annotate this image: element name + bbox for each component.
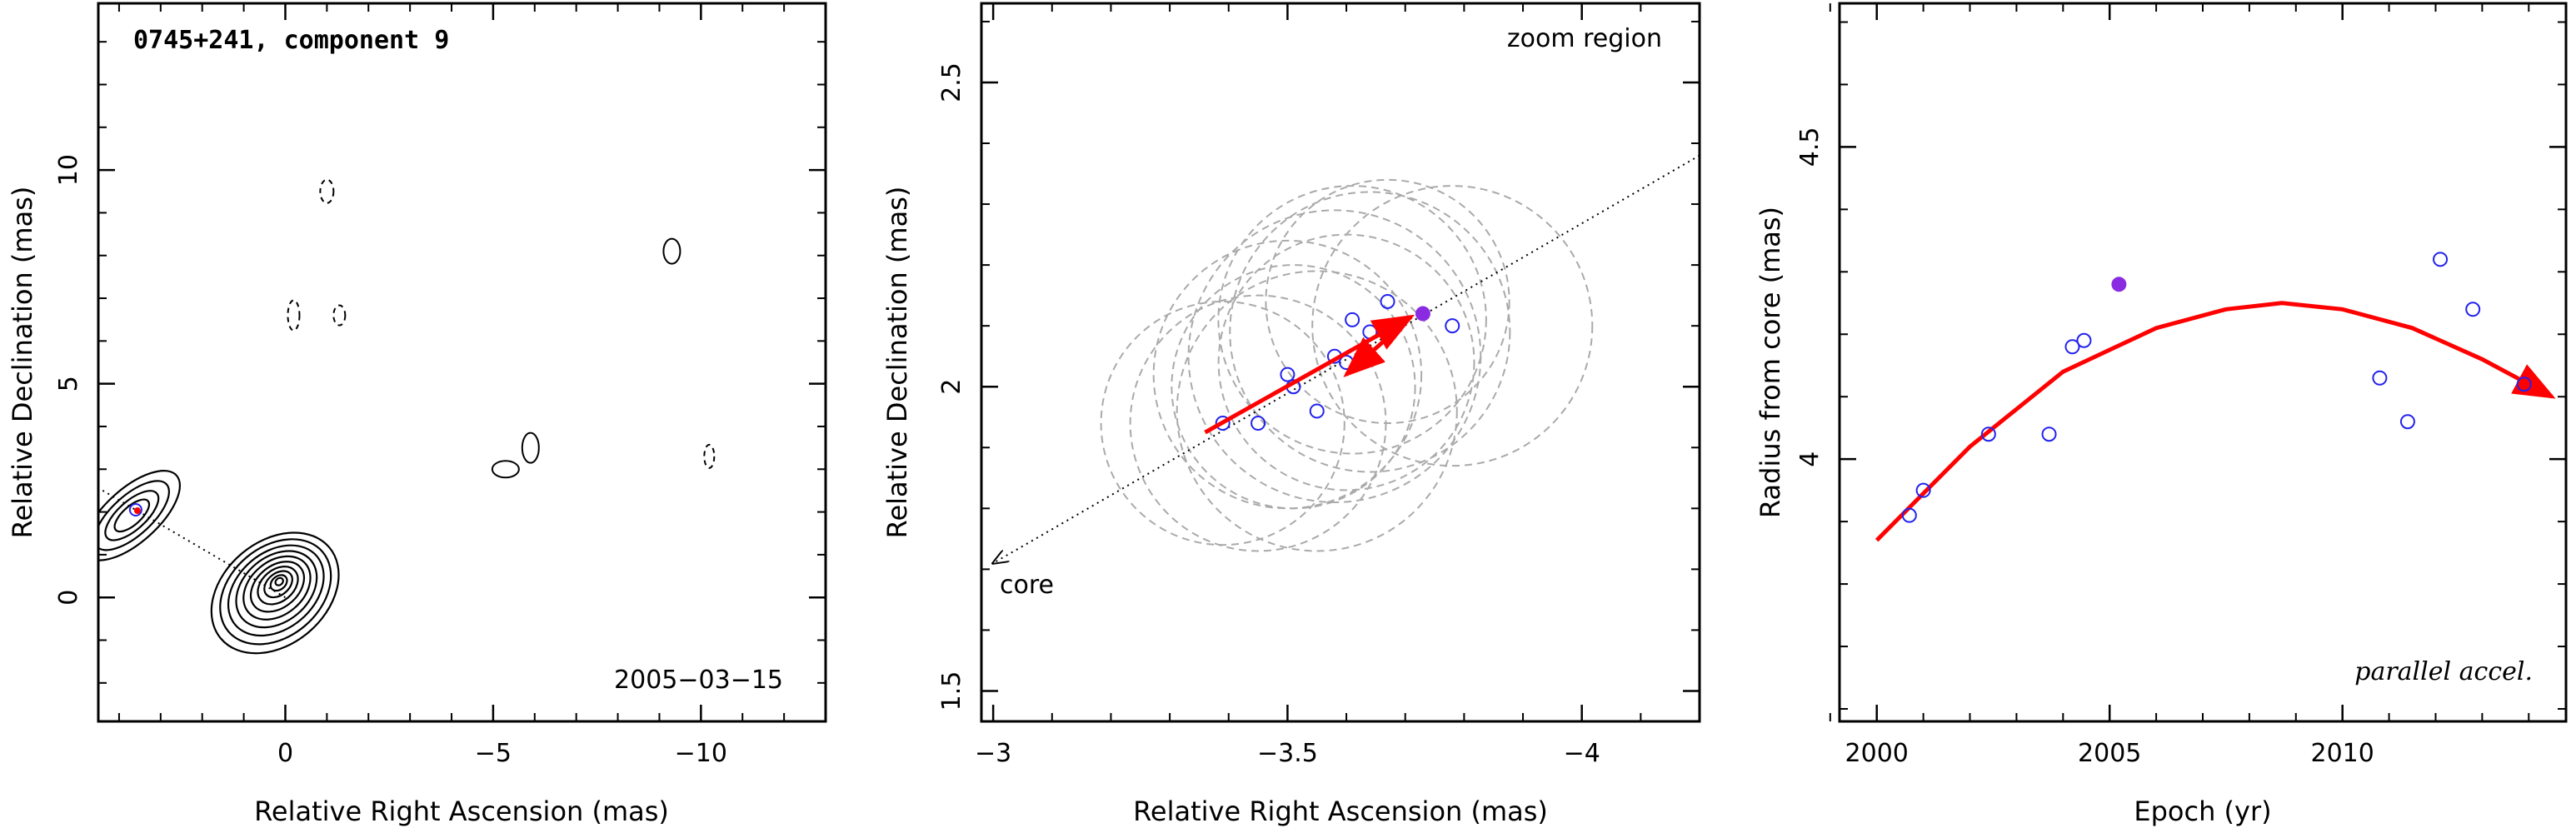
- panel-contour-map: 0 −5 −10 0 5 10 0745+241, component 9 2005−03…: [0, 3, 826, 827]
- fit-curve: [1877, 303, 2553, 541]
- contour-ring: [259, 566, 297, 602]
- x-tick-label: 2010: [2311, 739, 2374, 768]
- contour-feature: [704, 445, 714, 468]
- x-tick-label: −3.5: [1257, 739, 1318, 768]
- zoom-region-label: zoom region: [1507, 24, 1662, 53]
- radius-point: [2434, 252, 2447, 266]
- x-axis-label: Epoch (yr): [2134, 796, 2271, 827]
- position-point: [1310, 404, 1324, 417]
- beam-circle: [1230, 192, 1510, 471]
- contour-feature: [522, 433, 539, 463]
- y-tick-label: 1.5: [937, 671, 966, 711]
- beam-circle: [1219, 235, 1475, 491]
- beam-circle: [1171, 265, 1415, 508]
- component-velocity-marker: [134, 507, 141, 514]
- x-tick-label: −3: [975, 739, 1011, 768]
- radius-point: [2401, 415, 2414, 428]
- y-tick-label: 5: [54, 376, 83, 392]
- contour-feature: [663, 239, 680, 264]
- radius-point: [2077, 334, 2090, 347]
- y-tick-label: 0: [54, 590, 83, 606]
- contour-feature: [287, 301, 299, 331]
- epoch-annotation: 2005−03−15: [614, 666, 783, 695]
- position-point: [1381, 295, 1395, 308]
- chart-title: 0745+241, component 9: [133, 26, 449, 55]
- contour-ring: [199, 517, 352, 666]
- position-point: [1445, 319, 1459, 332]
- radius-point: [1903, 509, 1916, 522]
- plot-frame: [1840, 3, 2566, 721]
- velocity-arrow: [1205, 317, 1410, 432]
- reference-epoch-point: [2111, 277, 2126, 292]
- x-tick-label: −10: [675, 739, 727, 768]
- y-tick-label: 2: [937, 379, 966, 395]
- core-label: core: [1000, 571, 1054, 600]
- x-tick-label: 2005: [2078, 739, 2141, 768]
- x-tick-label: −4: [1564, 739, 1600, 768]
- y-tick-label: 4: [1795, 451, 1825, 467]
- panel-radius-vs-epoch: 2000 2005 2010 4 4.5 parallel accel. Epoch (…: [1755, 3, 2566, 827]
- plot-frame: [98, 3, 826, 721]
- radius-point: [2466, 302, 2479, 316]
- fit-annotation: parallel accel.: [2354, 657, 2533, 686]
- position-point: [1281, 368, 1294, 382]
- x-axis-label: Relative Right Ascension (mas): [254, 796, 669, 827]
- figure: 0 −5 −10 0 5 10 0745+241, component 9 2005−03…: [0, 0, 2576, 833]
- position-point: [1345, 313, 1359, 327]
- x-tick-label: 0: [277, 739, 293, 768]
- y-axis-label: Relative Declination (mas): [7, 187, 38, 539]
- contour-ring: [110, 494, 154, 536]
- contour-feature: [492, 461, 519, 477]
- y-tick-label: 2.5: [937, 62, 966, 102]
- radius-point: [2043, 427, 2056, 441]
- beam-circle: [1218, 186, 1485, 453]
- contour-ring: [187, 508, 362, 678]
- y-axis-label: Radius from core (mas): [1755, 207, 1786, 518]
- reference-epoch-point: [1415, 307, 1430, 322]
- beam-circle: [1266, 180, 1509, 423]
- x-tick-label: −5: [475, 739, 512, 768]
- contour-ring: [97, 482, 166, 548]
- beam-circle: [1154, 241, 1421, 508]
- contour-ring: [69, 456, 194, 576]
- contour-lines: [69, 180, 714, 678]
- y-tick-label: 10: [54, 154, 83, 186]
- contour-feature: [320, 180, 333, 203]
- x-tick-label: 2000: [1845, 739, 1909, 768]
- beam-circle: [1131, 296, 1386, 551]
- contour-feature: [333, 306, 345, 326]
- radius-point: [2373, 372, 2386, 385]
- panel-zoom-region: −3 −3.5 −4 1.5 2 2.5 zoom region core Relativ…: [881, 3, 1700, 827]
- y-tick-label: 4.5: [1795, 127, 1825, 167]
- contour-ring: [231, 543, 322, 632]
- jet-direction-line: [0, 282, 285, 598]
- x-axis-label: Relative Right Ascension (mas): [1133, 796, 1548, 827]
- y-axis-label: Relative Declination (mas): [881, 187, 913, 539]
